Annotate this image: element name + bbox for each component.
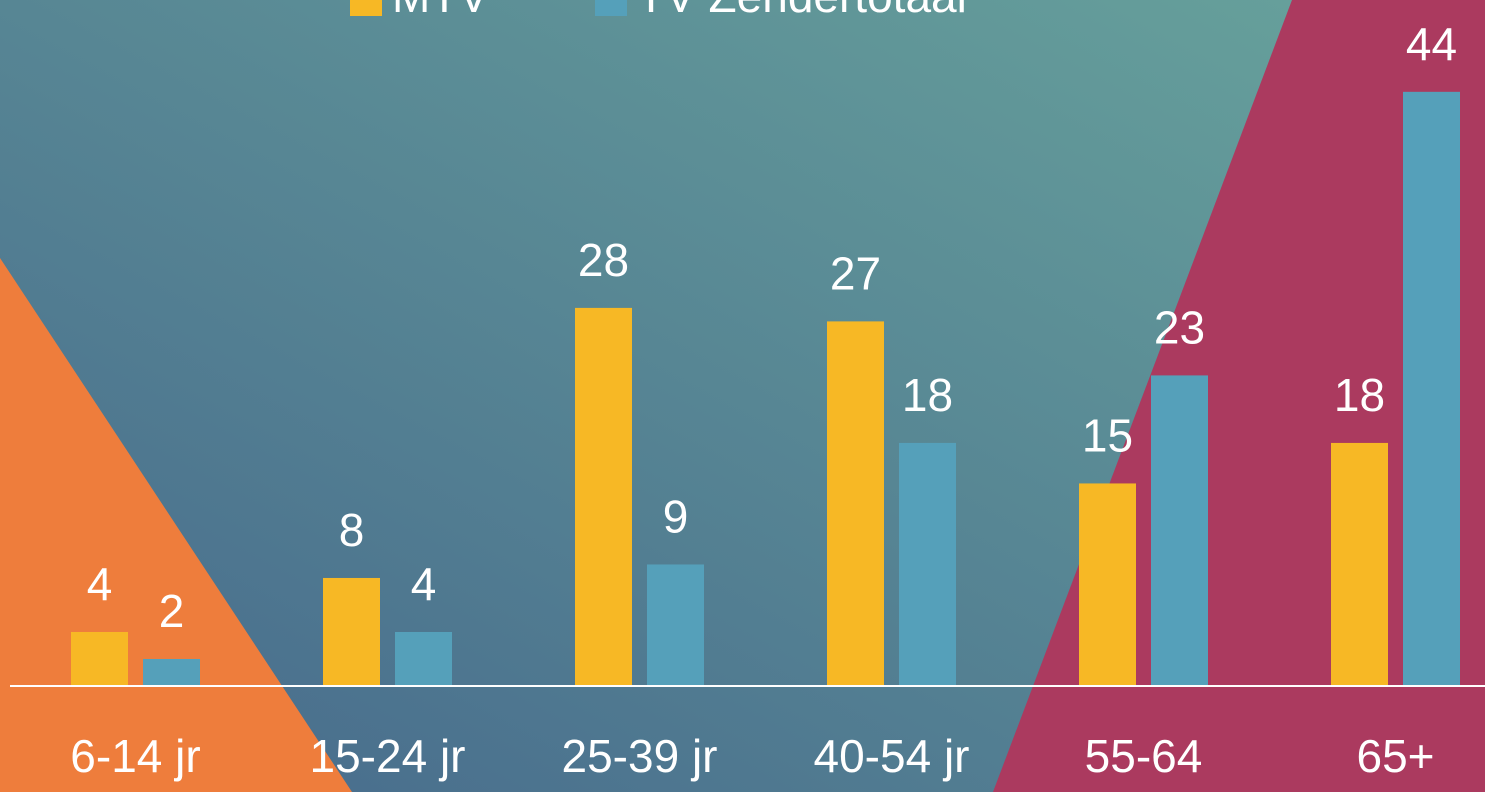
value-label: 23 [1154, 302, 1205, 354]
page: {"chart_data": {"type": "bar", "categori… [0, 0, 1485, 792]
value-label: 18 [902, 369, 953, 421]
legend-swatch [595, 0, 627, 16]
x-tick-label: 15-24 jr [310, 730, 466, 782]
value-label: 18 [1334, 369, 1385, 421]
value-label: 44 [1406, 18, 1457, 70]
bar [575, 308, 632, 686]
chart: 426-14 jr8415-24 jr28925-39 jr271840-54 … [0, 0, 1485, 792]
bar [395, 632, 452, 686]
bar [1151, 375, 1208, 686]
bar [827, 321, 884, 686]
x-tick-label: 55-64 [1085, 730, 1203, 782]
bar [143, 659, 200, 686]
legend-label: MTV [392, 0, 489, 22]
bar [1331, 443, 1388, 686]
value-label: 2 [159, 585, 185, 637]
bar [1079, 483, 1136, 686]
bar [647, 564, 704, 686]
legend-label: TV Zendertotaal [637, 0, 967, 22]
bar [1403, 92, 1460, 686]
value-label: 8 [339, 504, 365, 556]
value-label: 15 [1082, 410, 1133, 462]
x-tick-label: 6-14 jr [70, 730, 200, 782]
bar [899, 443, 956, 686]
legend-swatch [350, 0, 382, 16]
legend: MTV TV Zendertotaal [350, 0, 967, 22]
x-tick-label: 25-39 jr [562, 730, 718, 782]
value-label: 27 [830, 248, 881, 300]
value-label: 4 [87, 558, 113, 610]
value-label: 28 [578, 234, 629, 286]
value-label: 9 [663, 491, 689, 543]
x-tick-label: 40-54 jr [814, 730, 970, 782]
bar [323, 578, 380, 686]
value-label: 4 [411, 558, 437, 610]
x-tick-label: 65+ [1356, 730, 1434, 782]
bar [71, 632, 128, 686]
